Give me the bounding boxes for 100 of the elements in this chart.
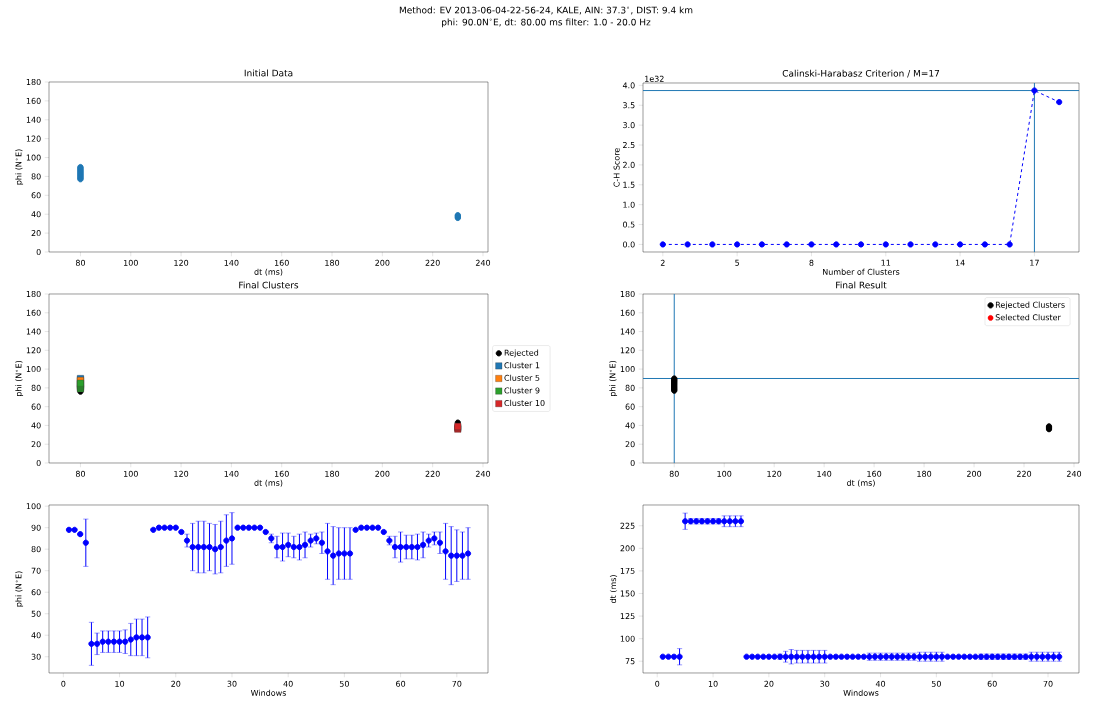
y-tick-label: 60 [31, 589, 41, 596]
x-tick-label: 30 [820, 680, 830, 687]
x-tick-label: 160 [274, 259, 289, 266]
x-axis-title: dt (ms) [254, 268, 283, 276]
y-tick-label: 200 [620, 545, 635, 552]
x-tick-label: 140 [817, 470, 832, 477]
y-tick-label: 100 [620, 635, 635, 642]
x-tick-label: 180 [917, 470, 932, 477]
x-tick-label: 180 [325, 259, 340, 266]
x-tick-label: 140 [224, 259, 239, 266]
y-tick-label: 120 [26, 347, 41, 354]
x-tick-label: 100 [124, 470, 138, 477]
y-tick-label: 40 [31, 422, 41, 429]
y-tick-label: 140 [26, 328, 41, 335]
x-tick-label: 0 [655, 680, 660, 687]
x-tick-label: 220 [1016, 470, 1032, 477]
x-tick-label: 11 [881, 259, 891, 266]
x-tick-label: 200 [967, 470, 982, 477]
x-tick-label: 180 [325, 470, 340, 477]
x-tick-label: 80 [75, 470, 86, 477]
x-tick-label: 5 [735, 259, 739, 266]
x-tick-label: 120 [767, 470, 782, 477]
x-tick-label: 120 [174, 470, 189, 477]
y-tick-label: 20 [31, 230, 41, 237]
y-tick-label: 100 [26, 366, 41, 373]
x-tick-label: 120 [174, 259, 189, 266]
x-axis-title: dt (ms) [846, 479, 875, 487]
y-tick-label: 0 [36, 248, 41, 256]
x-tick-label: 140 [224, 470, 239, 477]
y-tick-label: 4.0 [622, 82, 635, 89]
y-tick-label: 75 [625, 658, 635, 665]
y-tick-label: 120 [620, 347, 635, 354]
legend-label: Cluster 1 [504, 362, 540, 369]
x-axis-title: Windows [250, 689, 286, 696]
x-tick-label: 80 [669, 470, 679, 477]
text: Method: EV 2013-06-04-22-56-24, KALE, AIN: 37.3$^{∘}$, DIST: 9.4 km [399, 6, 693, 15]
x-tick-label: 30 [227, 680, 237, 687]
x-tick-label: 240 [475, 470, 491, 477]
y-tick-label: 150 [620, 590, 635, 597]
legend-label: Cluster 9 [504, 387, 540, 394]
x-tick-label: 60 [987, 680, 997, 687]
y-tick-label: 125 [620, 613, 635, 620]
x-tick-label: 10 [115, 680, 125, 687]
y-tick-label: 80 [31, 384, 41, 391]
x-tick-label: 70 [452, 680, 462, 687]
y-tick-label: 100 [620, 366, 635, 373]
y-tick-label: 40 [625, 422, 635, 429]
legend-label: Cluster 5 [504, 374, 540, 381]
x-axis-title: Number of Clusters [823, 268, 900, 275]
chart-title: Final Clusters [239, 281, 299, 289]
y-tick-label: 2.0 [623, 161, 635, 168]
y-tick-label: 20 [625, 441, 635, 448]
x-tick-label: 100 [124, 259, 138, 266]
x-tick-label: 160 [274, 470, 289, 477]
x-tick-label: 20 [171, 680, 181, 687]
x-tick-label: 160 [867, 470, 882, 477]
legend-label: Cluster 10 [504, 399, 545, 407]
y-tick-label: 100 [26, 503, 41, 510]
y-tick-label: 160 [26, 309, 41, 316]
y-tick-label: 0.5 [623, 221, 635, 228]
y-tick-label: 180 [620, 290, 635, 298]
x-tick-label: 8 [809, 259, 814, 266]
y-tick-label: 180 [26, 78, 41, 86]
y-axis-title: C-H Score [613, 148, 620, 187]
y-tick-label: 160 [620, 309, 635, 316]
y-tick-label: 0 [630, 459, 635, 467]
y-tick-label: 2.5 [623, 141, 635, 149]
x-tick-label: 17 [1030, 259, 1039, 266]
x-tick-label: 220 [425, 259, 440, 266]
y-tick-label: 0.0 [623, 241, 635, 248]
x-tick-label: 240 [475, 259, 491, 266]
x-tick-label: 20 [764, 680, 774, 687]
y-tick-label: 40 [31, 632, 41, 639]
y-tick-label: 1.5 [623, 181, 635, 188]
x-tick-label: 200 [375, 470, 390, 477]
y-tick-label: 0 [36, 459, 41, 467]
y-tick-label: 225 [620, 522, 635, 529]
y-tick-label: 70 [31, 567, 41, 574]
y-axis-title: phi (N$^{∘}$E) [15, 360, 24, 396]
text: phi: 90.0N$^{∘}$E, dt: 80.00 ms filter: 1.0 - 20.0 Hz [442, 18, 651, 28]
y-tick-label: 80 [31, 546, 41, 553]
x-tick-label: 220 [425, 470, 440, 477]
x-tick-label: 40 [283, 680, 293, 687]
y-tick-label: 40 [31, 211, 41, 218]
x-tick-label: 70 [1043, 680, 1053, 687]
y-tick-label: 160 [26, 97, 41, 104]
chart-title: Final Result [836, 281, 887, 289]
y-tick-label: 1.0 [623, 201, 635, 208]
y-tick-label: 140 [620, 328, 635, 335]
x-axis-title: dt (ms) [254, 479, 283, 487]
y-tick-label: 90 [31, 524, 41, 531]
chart-title: Initial Data [244, 69, 293, 77]
y-tick-label: 60 [625, 403, 635, 410]
x-tick-label: 0 [61, 680, 66, 687]
y-tick-label: 175 [620, 567, 635, 574]
y-axis-title: phi (N$^{∘}$E) [15, 149, 24, 185]
x-tick-label: 50 [931, 680, 941, 687]
y-tick-label: 60 [31, 403, 41, 410]
y-axis-title: dt (ms) [609, 575, 618, 604]
text: 1e32 [645, 75, 664, 82]
